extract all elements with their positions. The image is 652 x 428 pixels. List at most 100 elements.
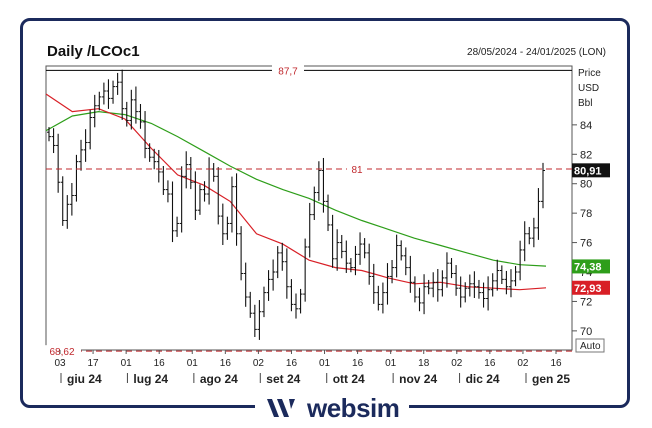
ohlc-bar: [152, 148, 157, 170]
chart-title: Daily /LCOc1: [47, 43, 140, 60]
ohlc-bar: [120, 69, 125, 120]
x-day-label: 02: [451, 358, 463, 369]
ohlc-bar: [353, 245, 358, 276]
ohlc-bar: [472, 271, 477, 298]
x-day-label: 16: [220, 358, 232, 369]
ohlc-bar: [394, 234, 399, 278]
x-month-label: ago 24: [200, 372, 238, 386]
y-axis-label: Price: [578, 68, 601, 79]
date-range: 28/05/2024 - 24/01/2025 (LON): [467, 47, 606, 58]
ohlc-bar: [422, 274, 427, 315]
ohlc-bar: [444, 252, 449, 288]
last-value-badge: [572, 280, 610, 295]
x-day-label: 16: [550, 358, 562, 369]
ohlc-bar: [211, 163, 216, 182]
ohlc-bar: [289, 279, 294, 312]
ohlc-bar: [266, 270, 271, 301]
ohlc-bar: [536, 188, 541, 240]
x-axis: 03 17 01 16 01 16 02 16 01 16 01 18 02 16 02 16 giu 24 lu…: [54, 350, 570, 386]
ohlc-bar: [486, 276, 491, 311]
ohlc-bar: [426, 279, 431, 295]
ohlc-bar: [495, 259, 500, 291]
x-month-label: lug 24: [133, 372, 168, 386]
ohlc-bar: [239, 226, 244, 281]
ohlc-bar: [56, 133, 61, 193]
ohlc-bar: [380, 282, 385, 314]
ohlc-bar: [47, 127, 51, 142]
ohlc-bar: [504, 270, 509, 295]
ohlc-bar: [513, 266, 518, 287]
ohlc-bar: [202, 181, 207, 202]
y-axis: PriceUSDBbl7072747678808284Auto: [572, 68, 605, 353]
ohlc-bar: [335, 229, 340, 271]
y-tick-label: 84: [580, 120, 592, 132]
ohlc-bar: [454, 265, 459, 296]
ohlc-bar: [435, 268, 440, 302]
ohlc-bar: [490, 273, 495, 297]
ohlc-bar: [170, 181, 175, 243]
ohlc-bar: [358, 232, 363, 265]
y-tick-label: 78: [580, 208, 592, 220]
ohlc-bar: [60, 176, 65, 226]
ohlc-bar: [412, 276, 417, 303]
ohlc-bar: [74, 154, 79, 202]
ohlc-bar: [225, 216, 230, 240]
ohlc-bar: [476, 279, 481, 299]
ohlc-bar: [330, 214, 335, 268]
ohlc-bar: [481, 282, 486, 308]
ohlc-bar: [527, 226, 532, 245]
x-month-label: ott 24: [333, 372, 365, 386]
last-value-text: 80,91: [574, 165, 602, 177]
x-day-label: 01: [319, 358, 331, 369]
x-day-label: 01: [385, 358, 397, 369]
ohlc-bar: [216, 167, 221, 225]
last-value-badge: [572, 259, 610, 274]
ohlc-bar: [408, 255, 413, 293]
x-day-label: 01: [187, 358, 199, 369]
ohlc-bar: [522, 221, 527, 262]
ohlc-bar: [197, 184, 202, 215]
last-value-text: 74,38: [574, 261, 602, 273]
last-value-badge: [572, 163, 610, 178]
ohlc-bar: [69, 182, 74, 216]
x-day-label: 02: [253, 358, 265, 369]
ohlc-bar: [271, 259, 276, 291]
ohlc-bar: [458, 276, 463, 308]
ohlc-bar: [115, 72, 120, 95]
ohlc-bar: [138, 104, 143, 129]
ohlc-bar: [79, 139, 84, 171]
ohlc-bar: [156, 149, 161, 183]
x-day-label: 01: [121, 358, 133, 369]
ohlc-bar: [371, 263, 376, 304]
ohlc-bar: [229, 176, 234, 233]
ohlc-bar: [165, 180, 170, 203]
ohlc-bars: [47, 69, 545, 340]
ohlc-bar: [417, 287, 422, 312]
ohlc-bar: [257, 300, 262, 340]
x-month-label: dic 24: [466, 372, 500, 386]
y-tick-label: 82: [580, 149, 592, 161]
ohlc-bar: [499, 265, 504, 285]
ohlc-bar: [129, 89, 134, 130]
x-day-label: 03: [54, 358, 66, 369]
y-tick-label: 70: [580, 326, 592, 338]
moving-average-line: [45, 93, 547, 291]
ohlc-bar: [106, 79, 111, 109]
reference-label: 87,7: [278, 66, 298, 77]
ohlc-bar: [362, 238, 367, 259]
ohlc-bar: [326, 194, 331, 232]
ohlc-bar: [431, 272, 436, 298]
ohlc-bar: [207, 157, 212, 205]
ohlc-bar: [175, 216, 180, 237]
ohlc-bar: [220, 203, 225, 246]
last-value-text: 72,93: [574, 283, 602, 295]
ohlc-bar: [294, 293, 298, 319]
websim-logo-icon: [267, 399, 295, 417]
scale-mode-label: Auto: [580, 341, 601, 352]
reference-label: 81: [351, 165, 363, 176]
ohlc-bar: [88, 109, 93, 150]
ohlc-bar: [284, 248, 289, 299]
ohlc-bar: [348, 258, 353, 273]
ohlc-bar: [161, 165, 166, 195]
